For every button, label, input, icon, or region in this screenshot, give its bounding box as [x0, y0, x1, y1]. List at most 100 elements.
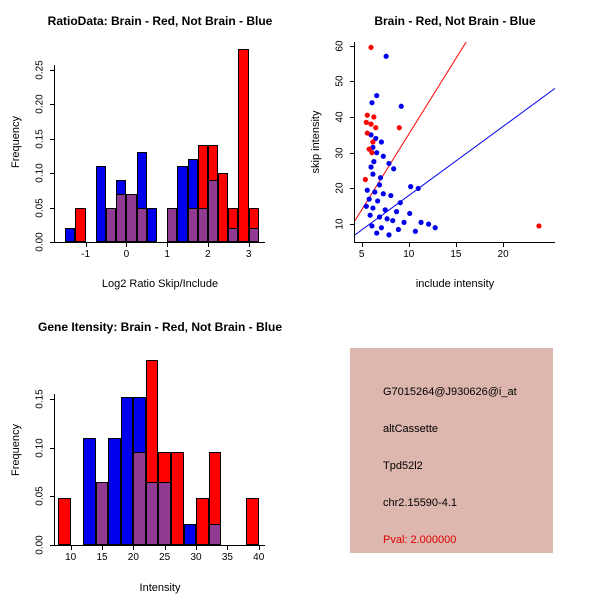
histogram-bar: [83, 437, 96, 545]
data-point: [376, 182, 383, 188]
gene-histogram-xlabel: Intensity: [139, 582, 181, 594]
data-point: [375, 198, 381, 204]
x-tick-label: 5: [358, 249, 365, 260]
y-tick-mark: [50, 398, 54, 400]
y-tick-mark: [50, 138, 54, 140]
histogram-bar: [146, 207, 157, 242]
x-tick-label: 0: [123, 249, 130, 260]
histogram-bar: [248, 228, 259, 242]
data-point: [368, 121, 374, 127]
p-value: Pval: 2.000000: [383, 534, 457, 546]
data-point: [536, 223, 542, 229]
x-tick-label: -1: [81, 249, 91, 260]
data-point: [425, 221, 432, 227]
probe-id: G7015264@J930626@i_at: [383, 386, 517, 398]
data-point: [369, 150, 375, 156]
y-tick-mark: [50, 173, 54, 175]
x-tick-label: 20: [127, 552, 139, 563]
data-point: [374, 150, 380, 156]
x-tick-mark: [102, 546, 103, 550]
data-point: [372, 189, 378, 195]
histogram-bar: [75, 207, 86, 242]
gene-histogram-plot-area: 10 15 20 25 30 35 40 0.00 0.05 0.10 0.15: [35, 355, 265, 563]
x-tick-mark: [408, 243, 410, 247]
panel-gene-intensity-histogram: Gene Itensity: Brain - Red, Not Brain - …: [0, 300, 300, 600]
y-tick-mark: [350, 81, 354, 83]
x-tick-mark: [133, 546, 135, 550]
y-tick-mark: [50, 104, 54, 106]
data-point: [378, 139, 385, 145]
histogram-bar: [158, 481, 171, 545]
y-tick-label: 0.25: [34, 59, 46, 80]
chromosome-location: chr2.15590-4.1: [383, 497, 457, 509]
ratio-histogram-plot-area: -1 0 1 2 3 0.00 0.05 0.10 0.15 0.20 0.25: [35, 42, 265, 260]
y-tick-label: 0.00: [34, 232, 46, 252]
ratio-histogram-title: RatioData: Brain - Red, Not Brain - Blue: [47, 14, 273, 28]
y-tick-mark: [50, 69, 54, 71]
x-tick-label: 3: [245, 249, 252, 260]
gene-histogram-ylabel: Frequency: [10, 424, 22, 476]
x-tick-label: 10: [403, 249, 415, 260]
scatter-ylabel: skip intensity: [310, 110, 322, 174]
x-tick-label: 1: [164, 249, 170, 260]
data-point: [367, 212, 373, 218]
histogram-bar: [133, 452, 146, 545]
data-point: [369, 100, 375, 106]
ratio-histogram-xlabel: Log2 Ratio Skip/Include: [101, 278, 219, 290]
histogram-bar: [207, 179, 219, 242]
data-point: [395, 226, 401, 233]
x-axis-line: [355, 242, 555, 243]
data-point: [377, 175, 384, 181]
y-tick-mark: [350, 117, 354, 118]
y-tick-mark: [50, 242, 54, 243]
y-tick-label: 30: [334, 147, 346, 159]
histogram-bar: [167, 207, 178, 242]
data-point: [418, 219, 424, 225]
histogram-bar: [228, 228, 239, 242]
y-tick-mark: [50, 207, 54, 209]
histogram-bar: [65, 228, 76, 242]
blue-regression-line: [355, 88, 555, 236]
histogram-bar: [170, 452, 184, 545]
x-axis-line: [55, 242, 265, 243]
x-tick-label: 20: [497, 249, 509, 260]
data-point: [366, 146, 372, 152]
y-tick-label: 50: [334, 75, 346, 87]
histogram-bar: [183, 523, 197, 545]
data-point: [371, 159, 377, 165]
histogram-bar: [108, 437, 121, 545]
data-point: [363, 119, 369, 125]
panel-ratio-histogram: RatioData: Brain - Red, Not Brain - Blue…: [0, 0, 300, 300]
data-point: [368, 44, 374, 50]
data-point: [370, 139, 376, 145]
data-point: [396, 125, 402, 131]
x-tick-mark: [248, 243, 250, 247]
histogram-bar: [120, 396, 134, 545]
data-point: [383, 53, 389, 59]
y-tick-label: 0.10: [34, 437, 46, 458]
data-point: [415, 185, 421, 192]
y-tick-label: 0.15: [34, 128, 46, 149]
data-point: [432, 225, 438, 231]
y-axis-line: [54, 393, 55, 546]
data-point: [374, 230, 380, 236]
histogram-bar: [197, 207, 208, 242]
data-point: [393, 209, 400, 215]
data-point: [364, 112, 370, 118]
data-point: [397, 200, 403, 206]
data-point: [412, 228, 418, 234]
x-axis-line: [55, 545, 265, 546]
histogram-bar: [58, 498, 71, 545]
histogram-bar: [246, 498, 259, 545]
data-point: [373, 135, 379, 142]
data-point: [364, 187, 370, 193]
x-tick-label: 2: [205, 249, 211, 260]
histogram-bar: [126, 193, 137, 242]
data-point: [380, 153, 386, 159]
y-tick-label: 40: [334, 111, 346, 123]
data-point: [384, 216, 390, 222]
x-tick-mark: [70, 546, 72, 550]
y-tick-label: 20: [334, 182, 346, 194]
panel-intensity-scatter: Brain - Red, Not Brain - Blue skip inten…: [300, 0, 600, 300]
y-axis-line: [354, 42, 355, 243]
